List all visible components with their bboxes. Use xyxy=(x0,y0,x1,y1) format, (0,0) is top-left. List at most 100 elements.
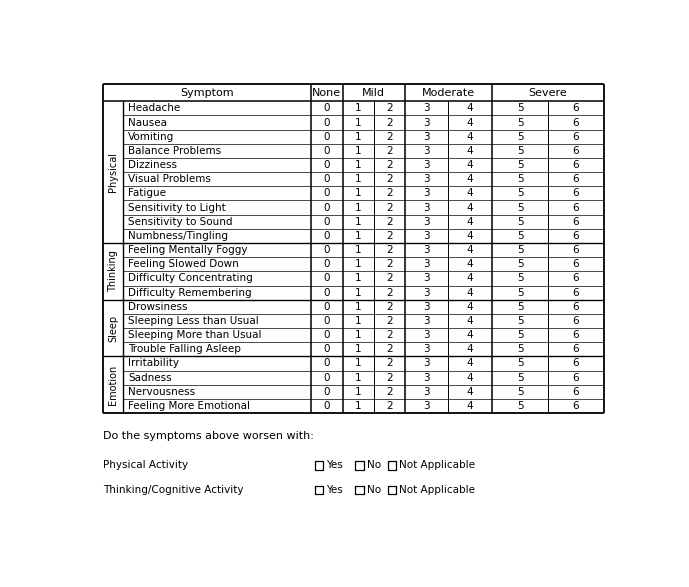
Text: 0: 0 xyxy=(323,231,329,241)
Text: Fatigue: Fatigue xyxy=(128,188,166,198)
Text: 3: 3 xyxy=(423,359,430,369)
Text: Feeling Slowed Down: Feeling Slowed Down xyxy=(128,259,238,269)
Text: 3: 3 xyxy=(423,288,430,298)
Text: 5: 5 xyxy=(517,117,524,127)
Text: 0: 0 xyxy=(323,359,329,369)
Text: 3: 3 xyxy=(423,117,430,127)
Text: 6: 6 xyxy=(573,117,579,127)
Text: 4: 4 xyxy=(466,359,473,369)
Text: 4: 4 xyxy=(466,288,473,298)
Text: Drowsiness: Drowsiness xyxy=(128,302,187,312)
Text: 2: 2 xyxy=(386,288,393,298)
Text: 1: 1 xyxy=(355,288,362,298)
Text: 6: 6 xyxy=(573,345,579,355)
Text: 6: 6 xyxy=(573,288,579,298)
Text: 0: 0 xyxy=(323,373,329,383)
Text: 3: 3 xyxy=(423,131,430,141)
Text: Sensitivity to Light: Sensitivity to Light xyxy=(128,203,226,212)
Text: 3: 3 xyxy=(423,188,430,198)
Text: 1: 1 xyxy=(355,401,362,411)
Text: 5: 5 xyxy=(517,146,524,156)
Text: 3: 3 xyxy=(423,345,430,355)
Text: 6: 6 xyxy=(573,245,579,255)
Text: 6: 6 xyxy=(573,103,579,113)
Text: Sleeping Less than Usual: Sleeping Less than Usual xyxy=(128,316,259,326)
Text: 5: 5 xyxy=(517,330,524,340)
Text: Yes: Yes xyxy=(327,485,343,495)
Text: 1: 1 xyxy=(355,203,362,212)
Text: 5: 5 xyxy=(517,231,524,241)
Text: None: None xyxy=(312,88,341,98)
Text: 0: 0 xyxy=(323,288,329,298)
Text: 0: 0 xyxy=(323,316,329,326)
Text: Trouble Falling Asleep: Trouble Falling Asleep xyxy=(128,345,241,355)
Text: 2: 2 xyxy=(386,117,393,127)
Text: 1: 1 xyxy=(355,217,362,227)
Text: 4: 4 xyxy=(466,302,473,312)
Text: 0: 0 xyxy=(323,174,329,184)
Text: 1: 1 xyxy=(355,316,362,326)
Text: 3: 3 xyxy=(423,316,430,326)
Text: 3: 3 xyxy=(423,174,430,184)
Text: 3: 3 xyxy=(423,274,430,284)
Text: 5: 5 xyxy=(517,288,524,298)
Text: 2: 2 xyxy=(386,373,393,383)
Text: 4: 4 xyxy=(466,146,473,156)
Text: Sensitivity to Sound: Sensitivity to Sound xyxy=(128,217,232,227)
Text: 4: 4 xyxy=(466,203,473,212)
Text: Severe: Severe xyxy=(528,88,568,98)
Text: 3: 3 xyxy=(423,401,430,411)
Text: 4: 4 xyxy=(466,330,473,340)
Text: 4: 4 xyxy=(466,316,473,326)
Text: Difficulty Concentrating: Difficulty Concentrating xyxy=(128,274,253,284)
Text: 2: 2 xyxy=(386,188,393,198)
Text: 0: 0 xyxy=(323,401,329,411)
Text: Dizziness: Dizziness xyxy=(128,160,177,170)
Text: 2: 2 xyxy=(386,160,393,170)
Text: 0: 0 xyxy=(323,345,329,355)
Text: 4: 4 xyxy=(466,188,473,198)
Text: 5: 5 xyxy=(517,103,524,113)
Bar xyxy=(388,486,396,494)
Bar xyxy=(388,461,396,470)
Text: 3: 3 xyxy=(423,203,430,212)
Text: 0: 0 xyxy=(323,274,329,284)
Text: Sleep: Sleep xyxy=(108,315,119,342)
Text: 1: 1 xyxy=(355,117,362,127)
Text: 6: 6 xyxy=(573,387,579,397)
Text: 2: 2 xyxy=(386,302,393,312)
Text: 2: 2 xyxy=(386,217,393,227)
Text: 4: 4 xyxy=(466,373,473,383)
Bar xyxy=(315,486,323,494)
Text: 0: 0 xyxy=(323,217,329,227)
Text: 4: 4 xyxy=(466,245,473,255)
Text: 2: 2 xyxy=(386,245,393,255)
Text: Thinking: Thinking xyxy=(108,251,119,292)
Text: 1: 1 xyxy=(355,146,362,156)
Text: 4: 4 xyxy=(466,259,473,269)
Text: 1: 1 xyxy=(355,387,362,397)
Text: 3: 3 xyxy=(423,160,430,170)
Text: 6: 6 xyxy=(573,217,579,227)
Text: 0: 0 xyxy=(323,245,329,255)
Text: 2: 2 xyxy=(386,259,393,269)
Text: 2: 2 xyxy=(386,146,393,156)
Text: 1: 1 xyxy=(355,274,362,284)
Text: 5: 5 xyxy=(517,217,524,227)
Text: No: No xyxy=(367,460,381,470)
Text: 0: 0 xyxy=(323,387,329,397)
Text: 2: 2 xyxy=(386,203,393,212)
Text: 2: 2 xyxy=(386,316,393,326)
Text: 1: 1 xyxy=(355,160,362,170)
Text: 4: 4 xyxy=(466,217,473,227)
Text: 1: 1 xyxy=(355,245,362,255)
Text: Not Applicable: Not Applicable xyxy=(399,460,475,470)
Text: 3: 3 xyxy=(423,245,430,255)
Text: 4: 4 xyxy=(466,345,473,355)
Text: 1: 1 xyxy=(355,345,362,355)
Text: 6: 6 xyxy=(573,203,579,212)
Text: 3: 3 xyxy=(423,330,430,340)
Text: 4: 4 xyxy=(466,160,473,170)
Text: 1: 1 xyxy=(355,174,362,184)
Text: 3: 3 xyxy=(423,387,430,397)
